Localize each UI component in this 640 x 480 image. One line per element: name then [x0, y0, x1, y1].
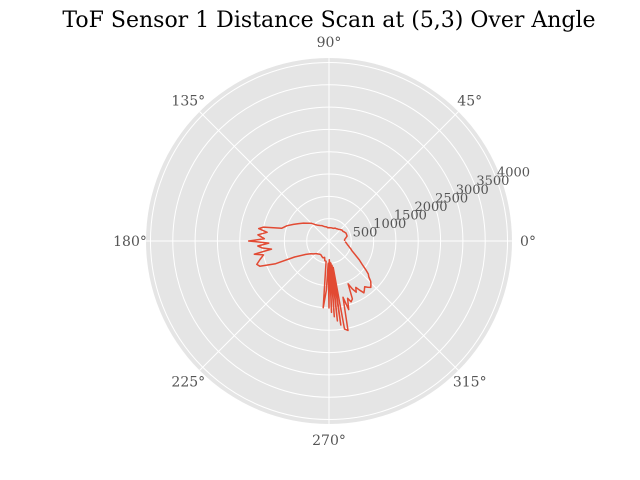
radial-tick-label: 2000: [414, 200, 447, 215]
angle-tick-label: 180°: [113, 234, 147, 250]
angle-grid-line: [199, 111, 330, 242]
angle-grid-line: [328, 111, 459, 242]
angle-tick-label: 270°: [312, 433, 346, 449]
angle-grid-line: [199, 240, 330, 371]
radial-tick-label: 1000: [373, 217, 406, 232]
radial-tick-label: 2500: [435, 191, 468, 206]
radial-tick-label: 500: [353, 225, 378, 240]
angle-tick-label: 0°: [520, 234, 536, 250]
radial-tick-label: 1500: [394, 208, 427, 223]
angle-tick-label: 135°: [171, 93, 205, 109]
series-line: [247, 222, 372, 332]
grid: [146, 58, 512, 424]
angle-tick-label: 90°: [317, 35, 342, 51]
angle-tick-labels: 0° 45° 90° 135° 180° 225° 270° 315°: [113, 35, 536, 449]
angle-tick-label: 45°: [457, 93, 482, 109]
radial-tick-label: 3500: [476, 174, 509, 189]
angle-grid-line: [328, 240, 459, 371]
radial-tick-label: 3000: [456, 183, 489, 198]
radial-tick-label: 4000: [497, 166, 530, 181]
angle-tick-label: 225°: [171, 375, 205, 391]
chart-title: ToF Sensor 1 Distance Scan at (5,3) Over…: [62, 8, 595, 33]
angle-tick-label: 315°: [453, 375, 487, 391]
